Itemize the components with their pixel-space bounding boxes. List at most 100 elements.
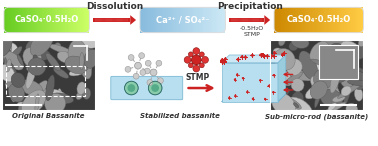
Circle shape	[242, 77, 244, 79]
Polygon shape	[264, 15, 270, 25]
Polygon shape	[278, 55, 286, 102]
Ellipse shape	[56, 89, 62, 108]
Ellipse shape	[48, 44, 74, 55]
Ellipse shape	[0, 44, 13, 63]
Circle shape	[133, 73, 139, 79]
Ellipse shape	[351, 71, 367, 89]
FancyBboxPatch shape	[111, 76, 183, 100]
Ellipse shape	[69, 67, 87, 76]
Text: CaSO₄·0.5H₂O: CaSO₄·0.5H₂O	[14, 15, 79, 25]
Circle shape	[193, 65, 200, 72]
Ellipse shape	[17, 54, 23, 65]
Ellipse shape	[299, 51, 318, 80]
Circle shape	[224, 58, 227, 60]
Ellipse shape	[310, 81, 327, 99]
Circle shape	[221, 58, 224, 61]
Ellipse shape	[273, 48, 285, 59]
Ellipse shape	[11, 73, 25, 87]
Ellipse shape	[346, 103, 358, 115]
Ellipse shape	[46, 53, 60, 71]
Ellipse shape	[290, 71, 320, 81]
Ellipse shape	[275, 74, 285, 90]
Text: STMP: STMP	[185, 73, 209, 82]
Circle shape	[193, 48, 200, 54]
Polygon shape	[130, 15, 136, 25]
Ellipse shape	[311, 76, 332, 95]
Circle shape	[266, 54, 269, 57]
Bar	[270, 40, 364, 110]
Ellipse shape	[51, 93, 74, 104]
Bar	[270, 40, 364, 110]
Ellipse shape	[286, 97, 310, 118]
Ellipse shape	[341, 71, 358, 88]
Ellipse shape	[17, 102, 29, 108]
Ellipse shape	[73, 48, 84, 53]
Ellipse shape	[29, 81, 48, 102]
Circle shape	[140, 69, 146, 75]
Circle shape	[150, 69, 157, 76]
Circle shape	[184, 57, 191, 63]
Ellipse shape	[3, 51, 23, 70]
Ellipse shape	[19, 80, 43, 95]
Circle shape	[139, 53, 144, 59]
Circle shape	[222, 61, 225, 64]
Circle shape	[282, 52, 285, 55]
Circle shape	[251, 54, 254, 57]
Ellipse shape	[33, 55, 37, 60]
Ellipse shape	[75, 47, 92, 70]
Ellipse shape	[36, 81, 49, 99]
Ellipse shape	[0, 42, 18, 57]
Circle shape	[125, 66, 131, 72]
Ellipse shape	[358, 38, 367, 47]
Ellipse shape	[328, 43, 344, 57]
Ellipse shape	[4, 58, 8, 80]
Circle shape	[273, 51, 276, 54]
Ellipse shape	[274, 49, 295, 70]
Ellipse shape	[55, 102, 62, 117]
Ellipse shape	[341, 55, 358, 73]
Ellipse shape	[314, 77, 324, 108]
Circle shape	[188, 52, 193, 57]
Ellipse shape	[81, 60, 91, 72]
Ellipse shape	[344, 84, 351, 105]
Text: -0.5H₂O
STMP: -0.5H₂O STMP	[240, 26, 264, 37]
Circle shape	[228, 97, 231, 99]
Circle shape	[222, 60, 225, 63]
Ellipse shape	[350, 44, 366, 60]
Ellipse shape	[68, 40, 87, 68]
Ellipse shape	[57, 51, 72, 63]
Polygon shape	[222, 63, 278, 102]
Ellipse shape	[18, 102, 39, 114]
Ellipse shape	[72, 43, 82, 52]
Ellipse shape	[264, 85, 277, 103]
Bar	[93, 18, 130, 22]
Ellipse shape	[5, 81, 16, 88]
Ellipse shape	[0, 30, 12, 56]
Ellipse shape	[39, 51, 50, 60]
Ellipse shape	[335, 55, 339, 65]
Circle shape	[201, 57, 208, 63]
Circle shape	[220, 60, 223, 63]
Bar	[229, 18, 264, 22]
Ellipse shape	[22, 90, 46, 115]
Ellipse shape	[6, 59, 11, 72]
Bar	[6, 66, 85, 96]
Circle shape	[264, 98, 266, 100]
Ellipse shape	[54, 43, 61, 49]
Ellipse shape	[279, 36, 285, 46]
Ellipse shape	[266, 73, 285, 91]
Circle shape	[191, 55, 201, 65]
Ellipse shape	[308, 54, 330, 77]
Ellipse shape	[311, 59, 339, 71]
Ellipse shape	[277, 69, 292, 86]
Ellipse shape	[26, 36, 48, 52]
Ellipse shape	[23, 48, 42, 69]
Ellipse shape	[46, 75, 54, 101]
Ellipse shape	[311, 46, 324, 62]
Ellipse shape	[332, 96, 345, 102]
Circle shape	[270, 54, 273, 57]
Ellipse shape	[0, 41, 12, 53]
Polygon shape	[222, 94, 286, 102]
Text: Ca²⁺ / SO₄²⁻: Ca²⁺ / SO₄²⁻	[156, 15, 209, 25]
Ellipse shape	[319, 102, 346, 117]
